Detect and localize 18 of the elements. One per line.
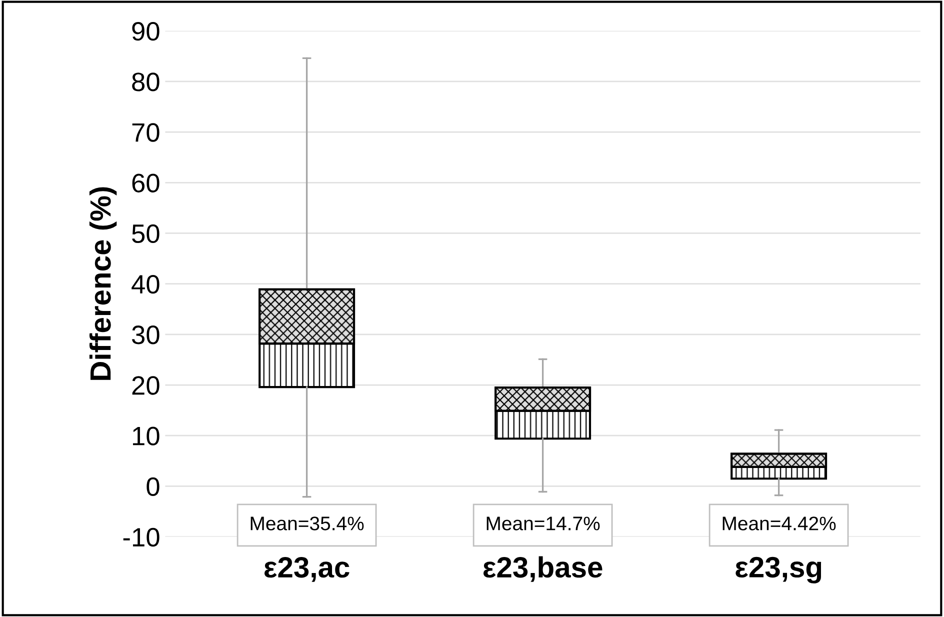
- x-tick-label: ε23,sg: [736, 556, 822, 584]
- y-tick-label: 30: [132, 326, 160, 344]
- y-tick-label: 20: [132, 376, 160, 395]
- y-tick-label: 0: [146, 477, 160, 496]
- y-tick-label: 90: [132, 22, 160, 41]
- annotation: Mean=4.42%: [722, 516, 836, 530]
- y-tick-label: 40: [132, 274, 160, 294]
- y-tick-label: 50: [132, 224, 160, 244]
- x-tick-label: ε23,base: [483, 556, 602, 582]
- y-axis-title: Difference (%): [89, 187, 117, 380]
- y-tick-label: 70: [132, 123, 160, 142]
- y-tick-label: 10: [133, 426, 160, 446]
- annotation: Mean=14.7%: [486, 516, 600, 530]
- x-tick-label: ε23,ac: [264, 557, 350, 582]
- y-tick-label: 60: [132, 174, 160, 192]
- y-tick-label: -10: [123, 528, 160, 547]
- annotation: Mean=35.4%: [250, 516, 364, 530]
- y-tick-label: 80: [132, 72, 160, 92]
